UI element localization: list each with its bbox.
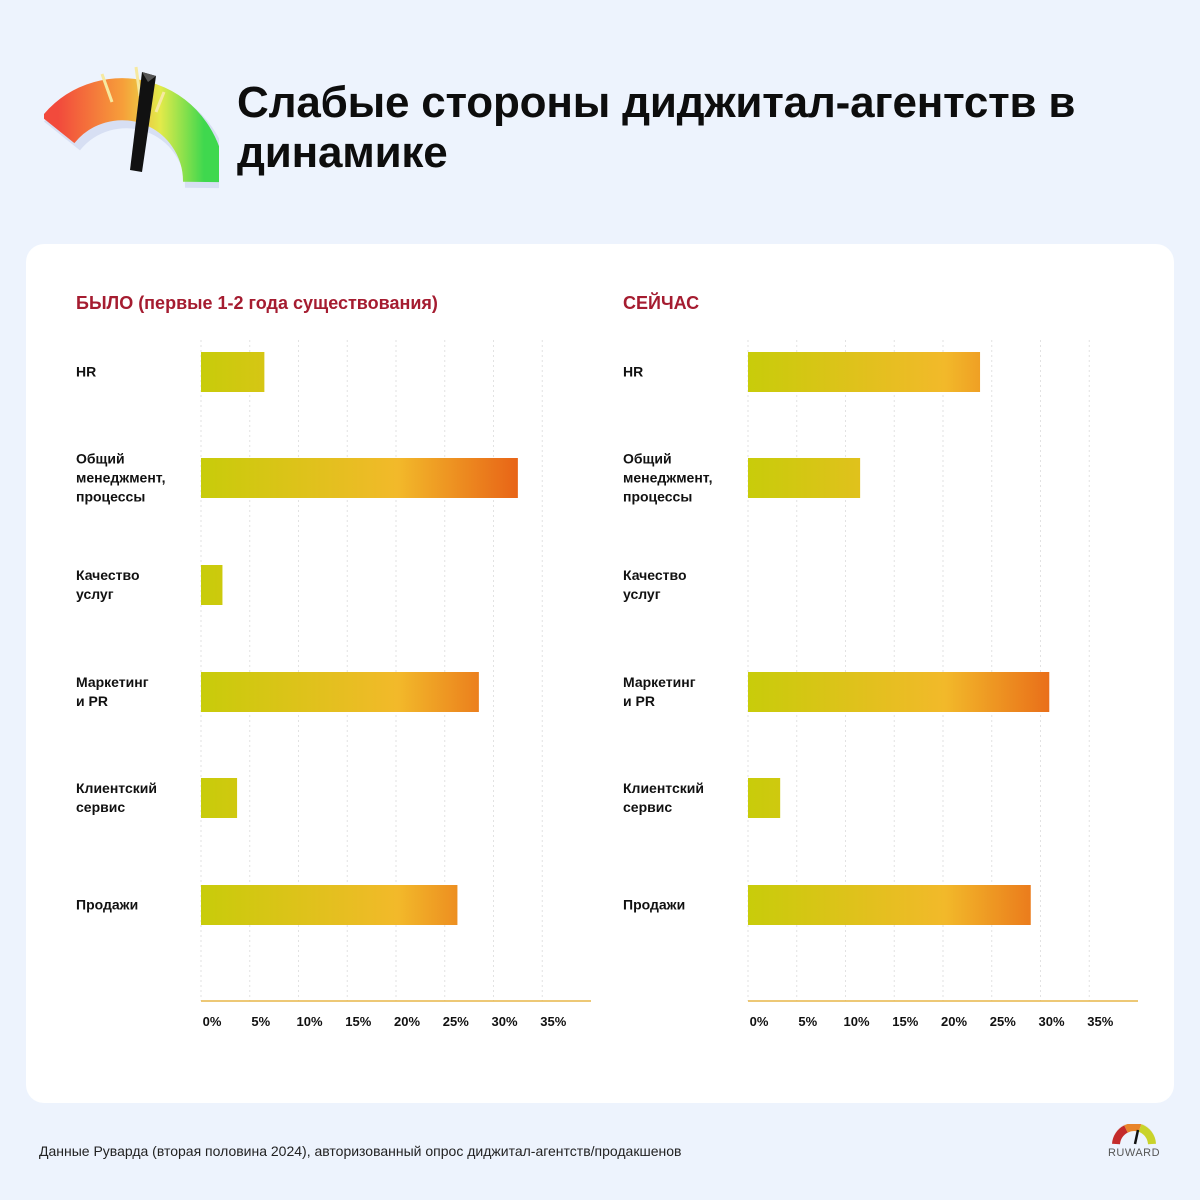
chart-plot bbox=[747, 340, 1138, 1002]
tick-label: 0% bbox=[749, 1014, 769, 1029]
bar bbox=[748, 352, 981, 392]
bar bbox=[201, 672, 479, 712]
category-label: Продажи bbox=[76, 896, 139, 913]
category-label: Клиентский сервис bbox=[76, 780, 157, 815]
bar bbox=[748, 458, 861, 498]
category-label: Продажи bbox=[623, 896, 686, 913]
tick-label: 20% bbox=[393, 1014, 421, 1029]
bar bbox=[748, 672, 1050, 712]
tick-label: 20% bbox=[940, 1014, 968, 1029]
category-label: Качество услуг bbox=[76, 567, 140, 602]
category-label: Общий менеджмент, процессы bbox=[623, 450, 713, 505]
tick-label: 35% bbox=[1087, 1014, 1114, 1029]
tick-label: 25% bbox=[442, 1014, 469, 1029]
page-title: Слабые стороны диджитал-агентств в динам… bbox=[237, 78, 1076, 177]
bar bbox=[201, 352, 265, 392]
category-label: HR bbox=[76, 363, 97, 380]
gauge-logo-icon bbox=[44, 66, 219, 189]
category-label: HR bbox=[623, 363, 644, 380]
bar bbox=[748, 885, 1031, 925]
tick-label: 0% bbox=[202, 1014, 222, 1029]
chart-title-now: СЕЙЧАС bbox=[623, 293, 700, 313]
footer-source-note: Данные Руварда (вторая половина 2024), а… bbox=[39, 1143, 682, 1159]
bar bbox=[201, 885, 458, 925]
chart-now: HR Общий менеджмент, процессы Качество услуг М… bbox=[623, 330, 1183, 1040]
chart-before: HR Общий менеджмент, процессы Качество услуг М… bbox=[76, 330, 636, 1040]
bar bbox=[201, 565, 223, 605]
tick-label: 15% bbox=[892, 1014, 919, 1029]
tick-label: 30% bbox=[1038, 1014, 1065, 1029]
tick-label: 25% bbox=[989, 1014, 1016, 1029]
chart-title-before: БЫЛО (первые 1-2 года существования) bbox=[76, 293, 438, 313]
category-label: Клиентский сервис bbox=[623, 780, 704, 815]
tick-label: 30% bbox=[491, 1014, 518, 1029]
ruward-brand: RUWARD bbox=[1104, 1122, 1164, 1164]
brand-name: RUWARD bbox=[1107, 1147, 1161, 1159]
ruward-gauge-icon bbox=[1112, 1122, 1156, 1145]
category-label: Маркетинг и PR bbox=[623, 674, 696, 709]
category-label: Качество услуг bbox=[623, 567, 687, 602]
category-label: Маркетинг и PR bbox=[76, 674, 149, 709]
bar bbox=[201, 778, 238, 818]
tick-label: 5% bbox=[251, 1014, 271, 1029]
bar bbox=[201, 458, 518, 498]
chart-plot bbox=[200, 340, 591, 1002]
tick-label: 10% bbox=[296, 1014, 323, 1029]
bar bbox=[748, 778, 781, 818]
tick-label: 15% bbox=[345, 1014, 372, 1029]
tick-label: 5% bbox=[798, 1014, 818, 1029]
tick-label: 10% bbox=[843, 1014, 870, 1029]
tick-label: 35% bbox=[540, 1014, 567, 1029]
category-label: Общий менеджмент, процессы bbox=[76, 450, 166, 505]
